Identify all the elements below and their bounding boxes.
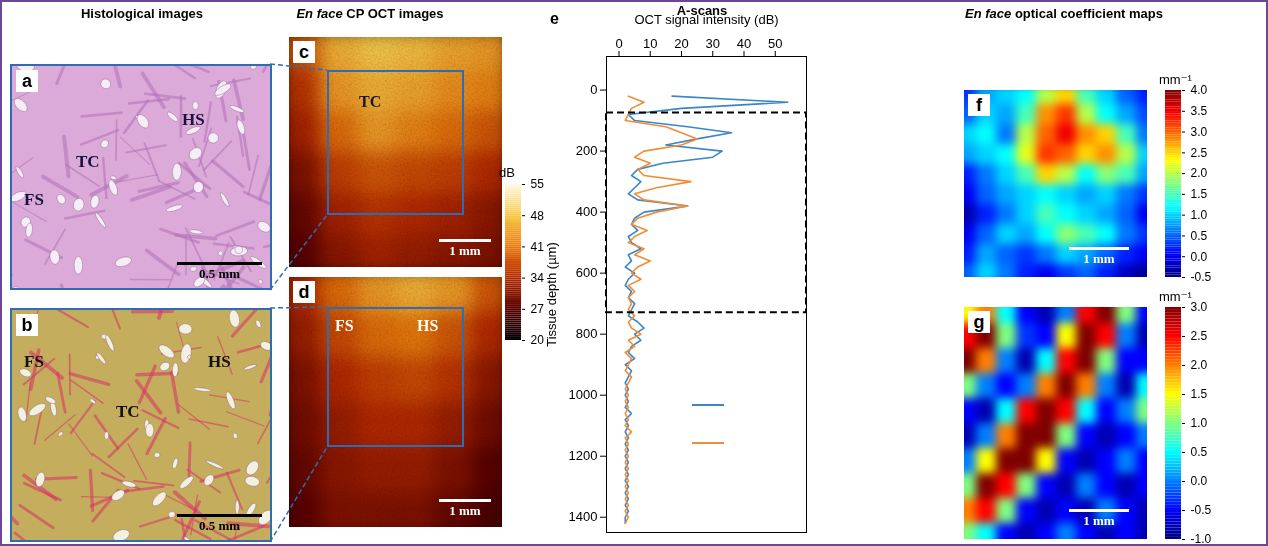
svg-text:27: 27 — [531, 302, 545, 316]
svg-text:800: 800 — [576, 326, 598, 341]
svg-text:0.0: 0.0 — [1191, 474, 1208, 488]
svg-text:20: 20 — [531, 333, 545, 347]
svg-text:20: 20 — [674, 36, 688, 51]
svg-text:4.0: 4.0 — [1191, 83, 1208, 97]
svg-text:1.5: 1.5 — [1191, 387, 1208, 401]
svg-text:Tissue depth (µm): Tissue depth (µm) — [544, 242, 559, 347]
svg-text:1.0: 1.0 — [1191, 416, 1208, 430]
svg-text:2.0: 2.0 — [1191, 166, 1208, 180]
svg-text:1200: 1200 — [569, 448, 598, 463]
svg-text:-0.5: -0.5 — [1191, 503, 1212, 517]
svg-text:40: 40 — [737, 36, 751, 51]
svg-text:41: 41 — [531, 240, 545, 254]
svg-text:3.0: 3.0 — [1191, 300, 1208, 314]
svg-text:2.0: 2.0 — [1191, 358, 1208, 372]
svg-text:48: 48 — [531, 209, 545, 223]
svg-text:50: 50 — [768, 36, 782, 51]
svg-text:2.5: 2.5 — [1191, 329, 1208, 343]
svg-text:1400: 1400 — [569, 509, 598, 524]
svg-text:1000: 1000 — [569, 387, 598, 402]
svg-text:-0.5: -0.5 — [1191, 270, 1212, 284]
svg-text:10: 10 — [643, 36, 657, 51]
svg-text:3.0: 3.0 — [1191, 125, 1208, 139]
svg-text:400: 400 — [576, 204, 598, 219]
svg-text:0.5: 0.5 — [1191, 229, 1208, 243]
svg-text:30: 30 — [706, 36, 720, 51]
svg-text:OCT signal intensity (dB): OCT signal intensity (dB) — [634, 12, 778, 27]
svg-text:1.5: 1.5 — [1191, 187, 1208, 201]
svg-text:0: 0 — [615, 36, 622, 51]
svg-text:0: 0 — [590, 82, 597, 97]
svg-text:1.0: 1.0 — [1191, 208, 1208, 222]
svg-text:55: 55 — [531, 177, 545, 191]
svg-text:3.5: 3.5 — [1191, 104, 1208, 118]
svg-text:200: 200 — [576, 143, 598, 158]
svg-text:0.0: 0.0 — [1191, 250, 1208, 264]
svg-text:600: 600 — [576, 265, 598, 280]
svg-text:-1.0: -1.0 — [1191, 532, 1212, 546]
svg-text:2.5: 2.5 — [1191, 146, 1208, 160]
svg-text:0.5: 0.5 — [1191, 445, 1208, 459]
svg-text:34: 34 — [531, 271, 545, 285]
